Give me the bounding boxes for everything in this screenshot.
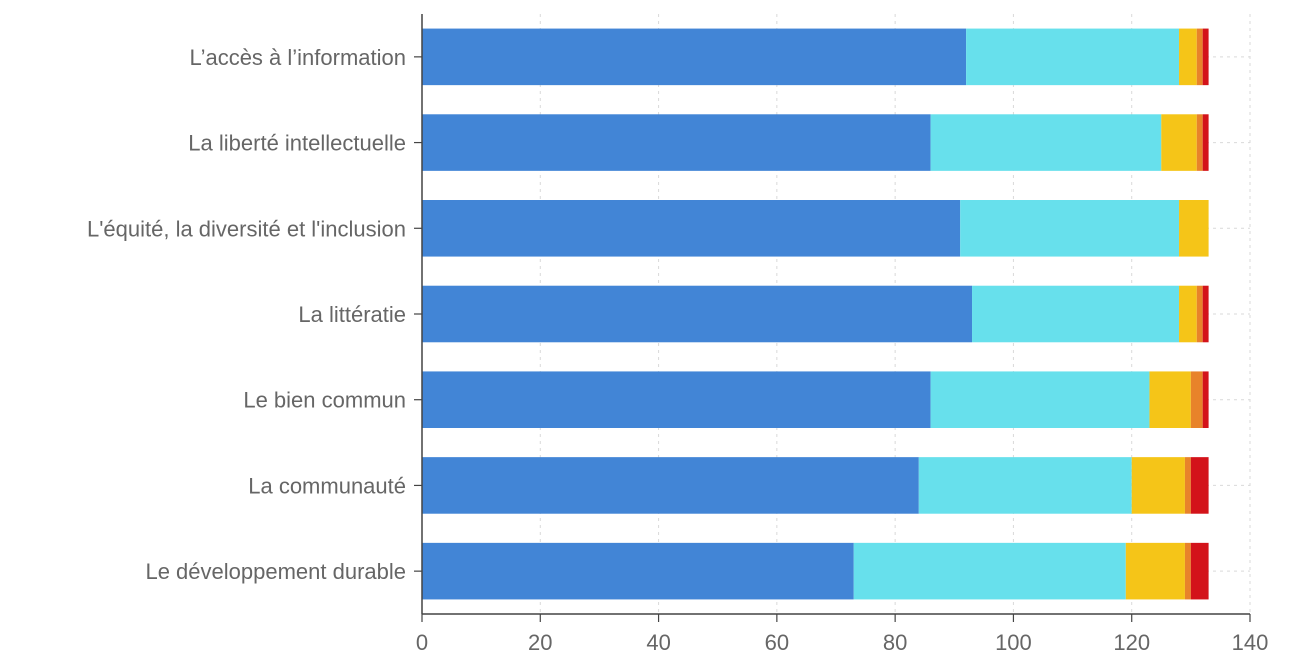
category-label: Le bien commun bbox=[243, 388, 406, 413]
bar-segment bbox=[1202, 28, 1209, 86]
bar-segment bbox=[1161, 114, 1197, 171]
x-tick-label: 120 bbox=[1113, 630, 1150, 655]
labels: 0 20 40 60 80 100 120 140 L’accès à l’informatio… bbox=[87, 45, 1268, 655]
bar-segment bbox=[930, 371, 1150, 428]
bar-segment bbox=[1184, 542, 1191, 600]
bar-segment bbox=[422, 457, 919, 514]
bar-segment bbox=[422, 200, 961, 257]
bar-segment bbox=[1202, 371, 1209, 428]
bar-segment bbox=[1202, 114, 1209, 171]
axes bbox=[421, 14, 1250, 615]
bar-segment bbox=[1190, 371, 1203, 428]
bar-segment bbox=[1131, 457, 1185, 514]
bar-segment bbox=[930, 114, 1162, 171]
category-label: Le développement durable bbox=[145, 559, 406, 584]
bar-segment bbox=[966, 28, 1180, 86]
bar-segment bbox=[422, 28, 967, 86]
bar-segment bbox=[1190, 542, 1209, 600]
bar-segment bbox=[972, 285, 1180, 343]
category-label: La littératie bbox=[298, 302, 406, 327]
bar-segment bbox=[1179, 200, 1209, 257]
x-tick-label: 80 bbox=[883, 630, 907, 655]
bar-segment bbox=[960, 200, 1180, 257]
x-tick-label: 0 bbox=[416, 630, 428, 655]
x-tick-label: 100 bbox=[995, 630, 1032, 655]
x-tick-label: 60 bbox=[765, 630, 789, 655]
bar-segment bbox=[422, 114, 931, 171]
bar-segment bbox=[1202, 285, 1209, 343]
bar-segment bbox=[422, 371, 931, 428]
bar-segment bbox=[1190, 457, 1209, 514]
bar-segment bbox=[1196, 285, 1203, 343]
bars bbox=[422, 28, 1209, 600]
bar-segment bbox=[1149, 371, 1191, 428]
bar-segment bbox=[1179, 28, 1197, 86]
bar-segment bbox=[1196, 28, 1203, 86]
bar-segment bbox=[918, 457, 1132, 514]
x-tick-label: 20 bbox=[528, 630, 552, 655]
bar-segment bbox=[853, 542, 1126, 600]
x-tick-label: 140 bbox=[1232, 630, 1269, 655]
bar-segment bbox=[422, 285, 973, 343]
category-label: L’accès à l’information bbox=[190, 45, 406, 70]
x-tick-label: 40 bbox=[646, 630, 670, 655]
category-label: L'équité, la diversité et l'inclusion bbox=[87, 216, 406, 241]
bar-segment bbox=[422, 542, 854, 600]
category-label: La liberté intellectuelle bbox=[188, 131, 406, 156]
category-label: La communauté bbox=[248, 473, 406, 498]
bar-segment bbox=[1184, 457, 1191, 514]
bar-segment bbox=[1196, 114, 1203, 171]
bar-segment bbox=[1179, 285, 1197, 343]
bar-segment bbox=[1125, 542, 1185, 600]
